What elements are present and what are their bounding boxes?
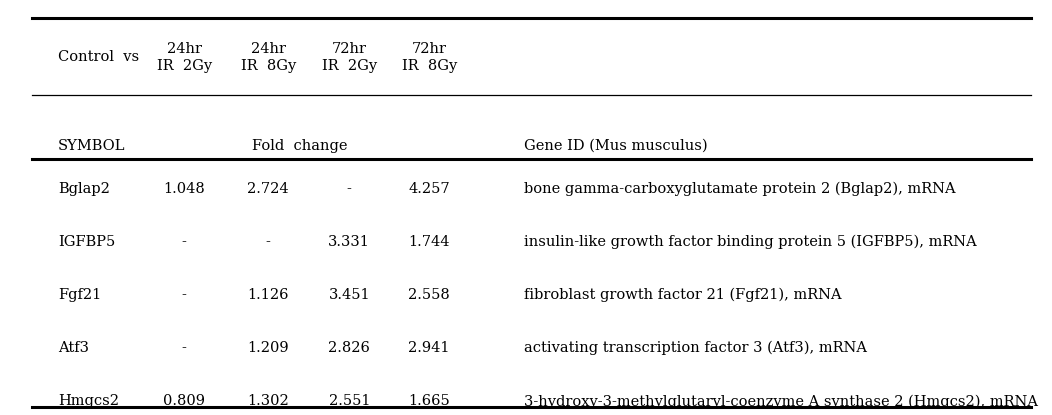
Text: -: -	[182, 235, 186, 249]
Text: 2.724: 2.724	[247, 182, 289, 196]
Text: 1.126: 1.126	[247, 288, 289, 302]
Text: -: -	[266, 235, 270, 249]
Text: -: -	[182, 341, 186, 355]
Text: 1.048: 1.048	[163, 182, 205, 196]
Text: fibroblast growth factor 21 (Fgf21), mRNA: fibroblast growth factor 21 (Fgf21), mRN…	[524, 288, 842, 302]
Text: 72hr
IR  2Gy: 72hr IR 2Gy	[322, 42, 377, 73]
Text: Atf3: Atf3	[58, 341, 88, 355]
Text: 24hr
IR  2Gy: 24hr IR 2Gy	[157, 42, 211, 73]
Text: Fold  change: Fold change	[252, 139, 347, 153]
Text: 3-hydroxy-3-methylglutaryl-coenzyme A synthase 2 (Hmgcs2), mRNA: 3-hydroxy-3-methylglutaryl-coenzyme A sy…	[524, 394, 1038, 408]
Text: insulin-like growth factor binding protein 5 (IGFBP5), mRNA: insulin-like growth factor binding prote…	[524, 235, 976, 249]
Text: IGFBP5: IGFBP5	[58, 235, 115, 249]
Text: -: -	[347, 182, 351, 196]
Text: 0.809: 0.809	[163, 394, 205, 408]
Text: 2.551: 2.551	[328, 394, 370, 408]
Text: bone gamma-carboxyglutamate protein 2 (Bglap2), mRNA: bone gamma-carboxyglutamate protein 2 (B…	[524, 182, 955, 196]
Text: Hmgcs2: Hmgcs2	[58, 394, 119, 408]
Text: 1.665: 1.665	[408, 394, 450, 408]
Text: 1.302: 1.302	[247, 394, 289, 408]
Text: 4.257: 4.257	[408, 182, 450, 196]
Text: activating transcription factor 3 (Atf3), mRNA: activating transcription factor 3 (Atf3)…	[524, 341, 867, 355]
Text: 3.331: 3.331	[328, 235, 370, 249]
Text: 2.826: 2.826	[328, 341, 370, 355]
Text: Fgf21: Fgf21	[58, 288, 101, 302]
Text: 1.744: 1.744	[408, 235, 450, 249]
Text: 2.558: 2.558	[408, 288, 450, 302]
Text: 1.209: 1.209	[247, 341, 289, 355]
Text: Bglap2: Bglap2	[58, 182, 109, 196]
Text: -: -	[182, 288, 186, 302]
Text: 72hr
IR  8Gy: 72hr IR 8Gy	[402, 42, 457, 73]
Text: Control  vs: Control vs	[58, 50, 139, 64]
Text: Gene ID (Mus musculus): Gene ID (Mus musculus)	[524, 139, 708, 153]
Text: 24hr
IR  8Gy: 24hr IR 8Gy	[241, 42, 296, 73]
Text: 2.941: 2.941	[408, 341, 450, 355]
Text: 3.451: 3.451	[328, 288, 370, 302]
Text: SYMBOL: SYMBOL	[58, 139, 125, 153]
